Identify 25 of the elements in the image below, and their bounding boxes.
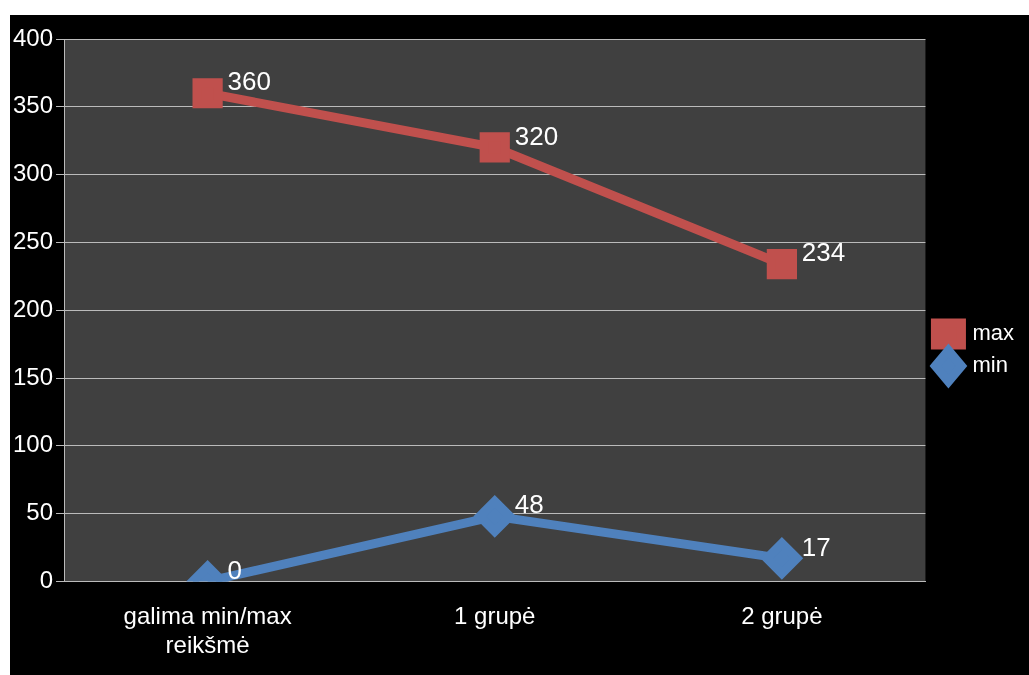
legend-label: min [972,352,1008,378]
point [475,496,515,536]
y-tick-label: 50 [26,498,54,526]
data-label: 48 [514,489,544,520]
x-tick-label: 1 grupė [454,602,536,630]
y-tick-label: 200 [13,294,54,322]
point [766,248,797,280]
data-label: 360 [227,66,271,97]
point [479,132,510,163]
y-tick-label: 300 [13,159,54,187]
data-label: 320 [514,120,559,151]
data-label: 234 [801,237,846,268]
point [762,538,802,578]
y-tick-label: 100 [13,430,54,458]
y-tick-label: 150 [13,362,54,390]
x-tick-label: galima min/max reikšmė [123,602,292,659]
y-tick-label: 350 [13,91,54,119]
x-tick-label: 2 grupė [741,602,823,630]
y-tick-label: 0 [39,566,54,594]
y-tick-label: 250 [13,227,54,255]
y-tick-label: 400 [13,23,54,51]
data-label: 17 [801,531,831,562]
legend-label: max [972,320,1014,346]
point [192,78,223,109]
data-label: 0 [227,554,243,585]
